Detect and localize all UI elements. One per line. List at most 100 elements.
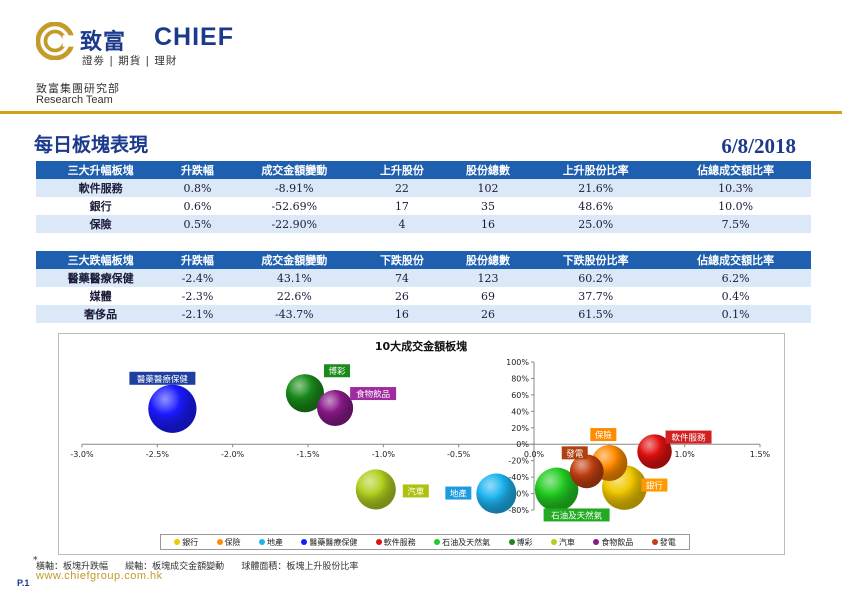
column-header: 三大升幅板塊 — [36, 161, 166, 179]
table-cell: 軟件服務 — [36, 179, 166, 197]
table-cell: 25.0% — [531, 215, 661, 233]
table-row: 奢侈品 -2.1% -43.7% 16 26 61.5% 0.1% — [36, 305, 811, 323]
column-header: 股份總數 — [445, 161, 532, 179]
bubble-shading — [285, 374, 325, 413]
legend-marker-icon — [651, 539, 658, 545]
column-header: 升跌幅 — [165, 251, 230, 269]
table-cell: 69 — [481, 289, 496, 303]
x-tick-label: 0.0% — [524, 450, 545, 459]
table-cell: -8.91% — [229, 179, 359, 197]
legend-label: 石油及天然氣 — [442, 537, 491, 547]
data-label-box — [129, 371, 196, 385]
bubble-shading — [148, 384, 197, 433]
y-tick-label: 40% — [511, 407, 529, 416]
table-cell: 0.6% — [183, 199, 212, 213]
x-tick-label: 1.0% — [675, 450, 696, 459]
column-header: 三大跌幅板塊 — [36, 251, 166, 269]
data-label: 石油及天然氣 — [551, 510, 603, 521]
company-logo: 致富 CHIEF 證劵 | 期貨 | 理財 — [36, 20, 246, 72]
top-gainers-table: 三大升幅板塊 升跌幅 成交金額變動 上升股份 股份總數 上升股份比率 佔總成交額… — [36, 161, 811, 233]
legend-marker-icon — [174, 539, 181, 545]
table-cell: 4 — [358, 215, 445, 233]
x-tick-label: 1.5% — [750, 450, 771, 459]
legend-label: 醫藥醫療保健 — [309, 537, 358, 547]
data-label: 汽車 — [407, 486, 425, 497]
department-english: Research Team — [36, 94, 113, 106]
legend-label: 汽車 — [558, 537, 575, 547]
department-chinese: 致富集團研究部 — [36, 82, 120, 95]
y-tick-label: 60% — [511, 391, 529, 400]
data-label: 軟件服務 — [672, 433, 707, 444]
legend-item: 博彩 — [508, 537, 533, 548]
data-label: 銀行 — [646, 481, 664, 492]
legend-item: 保險 — [216, 537, 241, 548]
table-cell: 16 — [358, 305, 445, 323]
legend-marker-icon — [434, 539, 441, 545]
table-cell: 銀行 — [89, 200, 112, 213]
table-cell: 123 — [445, 269, 532, 287]
table-row: 醫藥醫療保健 -2.4% 43.1% 74 123 60.2% 6.2% — [36, 269, 811, 287]
table-cell: 保險 — [36, 215, 166, 233]
legend-label: 軟件服務 — [383, 537, 416, 547]
chief-logo-icon — [36, 22, 74, 60]
bubble-shading — [534, 467, 579, 512]
column-header: 成交金額變動 — [229, 251, 359, 269]
table-cell: 6.2% — [660, 269, 811, 287]
legend-item: 地產 — [258, 537, 283, 548]
data-label: 發電 — [566, 449, 584, 459]
table-cell: 35 — [481, 199, 496, 213]
y-tick-label: -40% — [508, 473, 529, 482]
chart-title: 10大成交金額板塊 — [374, 340, 468, 353]
data-label: 食物飲品 — [356, 389, 390, 400]
top-losers-table: 三大跌幅板塊 升跌幅 成交金額變動 下跌股份 股份總數 下跌股份比率 佔總成交額… — [36, 251, 811, 323]
legend-item: 汽車 — [550, 537, 575, 548]
legend-label: 銀行 — [182, 537, 199, 547]
legend-item: 醫藥醫療保健 — [301, 537, 357, 548]
legend-label: 保險 — [224, 537, 241, 547]
data-label-box — [590, 428, 617, 442]
footnote-marker: * — [33, 556, 38, 566]
legend-item: 石油及天然氣 — [434, 537, 490, 548]
table-cell: 37.7% — [578, 289, 614, 303]
data-label-box — [561, 446, 588, 460]
data-label-box — [543, 508, 610, 522]
chart-legend: 銀行 保險 地產 醫藥醫療保健 軟件服務 石油及天然氣 博彩 汽車 食物飲品 發電 — [160, 534, 690, 550]
column-header: 成交金額變動 — [229, 161, 359, 179]
legend-marker-icon — [301, 539, 308, 545]
legend-item: 發電 — [651, 537, 676, 548]
table-cell: 43.1% — [229, 269, 359, 287]
table-cell: -2.1% — [165, 305, 230, 323]
table-cell: 0.1% — [660, 305, 811, 323]
legend-marker-icon — [508, 539, 515, 545]
x-tick-label: -1.0% — [372, 450, 396, 459]
y-tick-label: -80% — [508, 506, 529, 515]
legend-marker-icon — [258, 539, 265, 545]
legend-marker-icon — [550, 539, 557, 545]
legend-marker-icon — [593, 539, 600, 545]
table-cell: 26 — [394, 289, 409, 303]
header-divider — [0, 111, 842, 114]
table-cell: 10.3% — [660, 179, 811, 197]
table-row: 媒體 -2.3% 22.6% 26 69 37.7% 0.4% — [36, 287, 811, 305]
x-tick-label: -2.5% — [146, 450, 170, 459]
x-tick-label: -2.0% — [221, 450, 245, 459]
y-tick-label: 80% — [511, 374, 529, 383]
table-row: 保險 0.5% -22.90% 4 16 25.0% 7.5% — [36, 215, 811, 233]
bubble-shading — [317, 390, 354, 427]
table-cell: 奢侈品 — [36, 305, 166, 323]
table-cell: 16 — [445, 215, 532, 233]
data-label: 地產 — [450, 489, 468, 500]
legend-marker-icon — [375, 539, 382, 545]
data-label: 博彩 — [328, 366, 346, 377]
legend-label: 博彩 — [516, 537, 533, 547]
website-url[interactable]: www.chiefgroup.com.hk — [36, 570, 163, 582]
legend-marker-icon — [216, 539, 223, 545]
table-row: 軟件服務 0.8% -8.91% 22 102 21.6% 10.3% — [36, 179, 811, 197]
column-header: 下跌股份比率 — [531, 251, 661, 269]
bubble-shading — [569, 454, 604, 489]
column-header: 股份總數 — [445, 251, 532, 269]
footnote: 橫軸：板塊升跌幅 縱軸：板塊成交金額變動 球體面積：板塊上升股份比率 — [36, 562, 359, 572]
legend-label: 食物飲品 — [601, 537, 634, 547]
table-cell: -2.3% — [181, 289, 214, 303]
table-cell: 48.6% — [578, 199, 614, 213]
